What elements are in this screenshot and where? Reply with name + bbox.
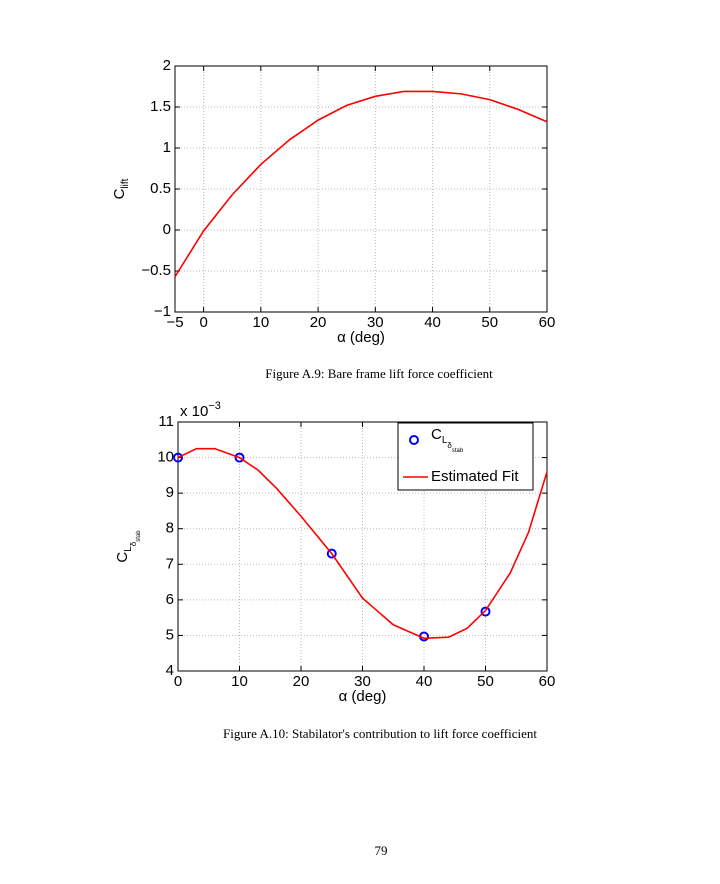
y-axis-label-group: CLδstab [114,530,142,563]
x-tick-label: 30 [354,673,371,690]
y-axis-label-subscript: lift [120,178,131,188]
y-tick-label: 11 [158,413,174,430]
data-line [177,447,548,640]
data-point [234,452,245,463]
y-tick-label: 2 [163,57,171,74]
data-point [326,548,337,559]
x-axis-label: α (deg) [337,329,385,346]
y-tick-label: 4 [166,662,174,679]
y-tick-label: −0.5 [141,262,171,279]
y-tick-label: 1.5 [150,98,171,115]
legend-label-subscript: δ [447,441,452,450]
x-axis-label: α (deg) [339,688,387,705]
x-tick-label: −5 [166,314,183,331]
y-tick-label: 1 [163,139,171,156]
legend-label: CLδstab [431,426,464,454]
legend-label-main: Estimated Fit [431,468,519,485]
y-tick-label: 0 [163,221,171,238]
data-line [174,90,548,278]
x-tick-label: 0 [174,673,182,690]
y-tick-label: 6 [166,591,174,608]
x-tick-label: 10 [253,314,270,331]
page-number: 79 [375,843,388,858]
x-tick-label: 50 [481,314,498,331]
caption: Figure A.10: Stabilator's contribution t… [223,726,537,741]
legend-label: Estimated Fit [431,468,519,485]
y-tick-label: 5 [166,626,174,643]
x-tick-label: 50 [477,673,494,690]
y-multiplier: x 10−3 [180,400,221,420]
x-tick-label: 0 [199,314,207,331]
y-axis-label-group: Clift [111,178,131,199]
legend-marker [409,435,419,445]
legend-box [397,422,534,491]
y-axis-label: CLδstab [114,530,142,563]
y-tick-label: 7 [166,555,174,572]
x-tick-label: 40 [416,673,433,690]
y-tick-label: 10 [157,449,174,466]
y-multiplier-base: x 10 [180,403,208,420]
axes-frame [174,65,548,313]
caption: Figure A.9: Bare frame lift force coeffi… [265,366,493,381]
y-tick-label: 0.5 [150,180,171,197]
y-tick-label: 8 [166,520,174,537]
x-tick-label: 60 [539,314,556,331]
x-tick-label: 20 [310,314,327,331]
y-axis-label-subscript: L [123,546,134,552]
legend-label-subscript: stab [452,448,464,454]
data-point [173,452,183,463]
x-tick-label: 10 [231,673,248,690]
x-tick-label: 20 [293,673,310,690]
data-point [480,606,491,617]
axes-frame [177,421,548,672]
y-axis-label: Clift [111,178,131,199]
y-multiplier-exponent: −3 [208,400,221,412]
x-tick-label: 40 [424,314,441,331]
y-axis-label-subscript: δ [129,541,138,546]
legend-label-main: C [431,426,442,443]
y-axis-label-main: C [114,552,131,563]
y-axis-label-main: C [111,188,128,199]
x-tick-label: 30 [367,314,384,331]
y-tick-label: −1 [154,303,171,320]
x-tick-label: 60 [539,673,556,690]
y-tick-label: 9 [166,484,174,501]
legend-label-subscript: L [442,435,448,446]
y-axis-label-subscript: stab [136,530,142,542]
